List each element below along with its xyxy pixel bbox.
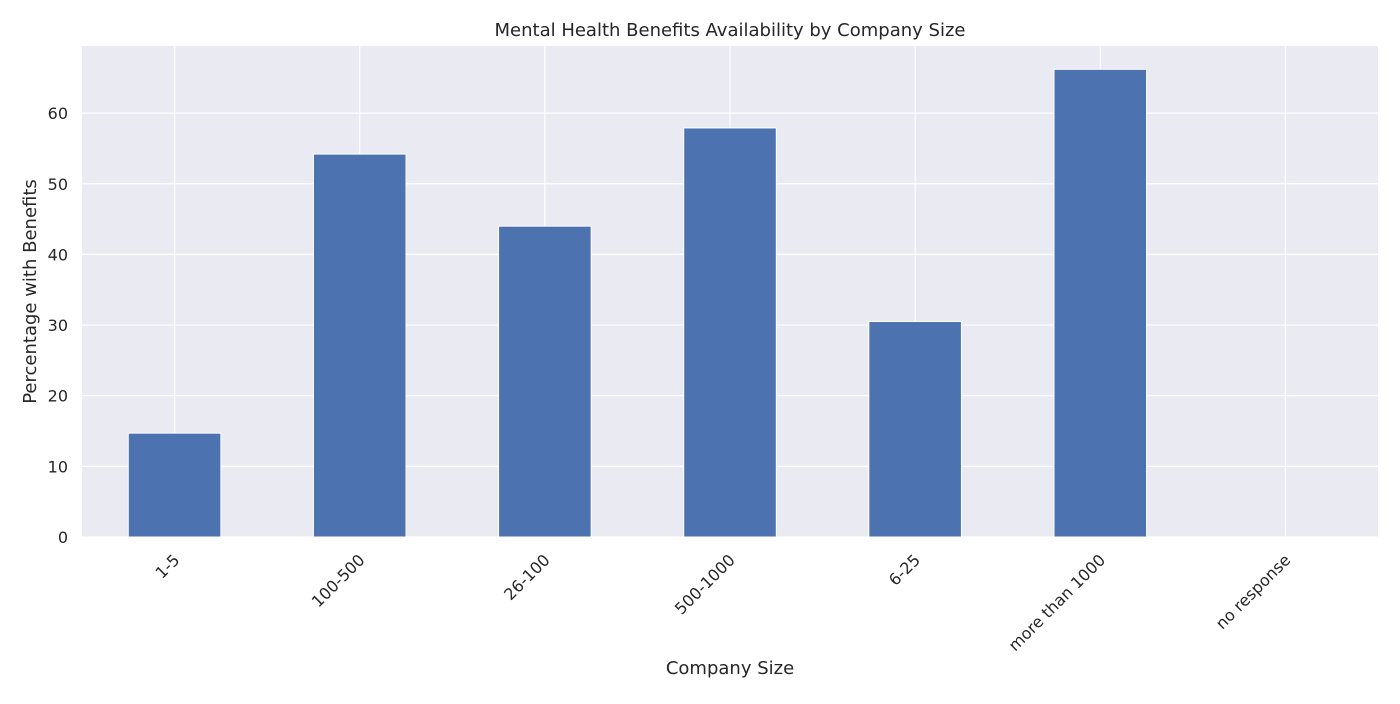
x-tick-label: 100-500 [308, 550, 369, 611]
bar-more-than-1000 [1053, 68, 1148, 538]
x-tick-label: no response [1212, 550, 1295, 633]
y-tick-label: 10 [48, 457, 68, 476]
x-tick-labels: 1-5 100-500 26-100 500-1000 6-25 more than 10… [151, 550, 1294, 654]
bar-6-25 [868, 321, 962, 538]
x-tick-label: 26-100 [500, 550, 554, 604]
bar-500-1000 [683, 127, 777, 538]
y-tick-labels: 0 10 20 30 40 50 60 [48, 104, 68, 547]
y-tick-label: 30 [48, 316, 68, 335]
y-axis-label: Percentage with Benefits [20, 179, 41, 404]
chart-title: Mental Health Benefits Availability by C… [495, 20, 966, 41]
y-tick-label: 60 [48, 104, 68, 123]
y-tick-label: 20 [48, 387, 68, 406]
y-tick-label: 50 [48, 175, 68, 194]
x-tick-label: 1-5 [151, 550, 183, 582]
bar-26-100 [498, 225, 592, 538]
bar-1-5 [127, 432, 222, 538]
x-tick-label: 6-25 [885, 550, 924, 589]
x-tick-label: 500-1000 [671, 550, 739, 618]
x-axis-label: Company Size [666, 658, 794, 679]
bars [127, 68, 1148, 538]
bar-100-500 [312, 153, 407, 538]
y-tick-label: 40 [48, 245, 68, 264]
x-tick-label: more than 1000 [1005, 550, 1109, 654]
y-tick-label: 0 [58, 528, 68, 547]
